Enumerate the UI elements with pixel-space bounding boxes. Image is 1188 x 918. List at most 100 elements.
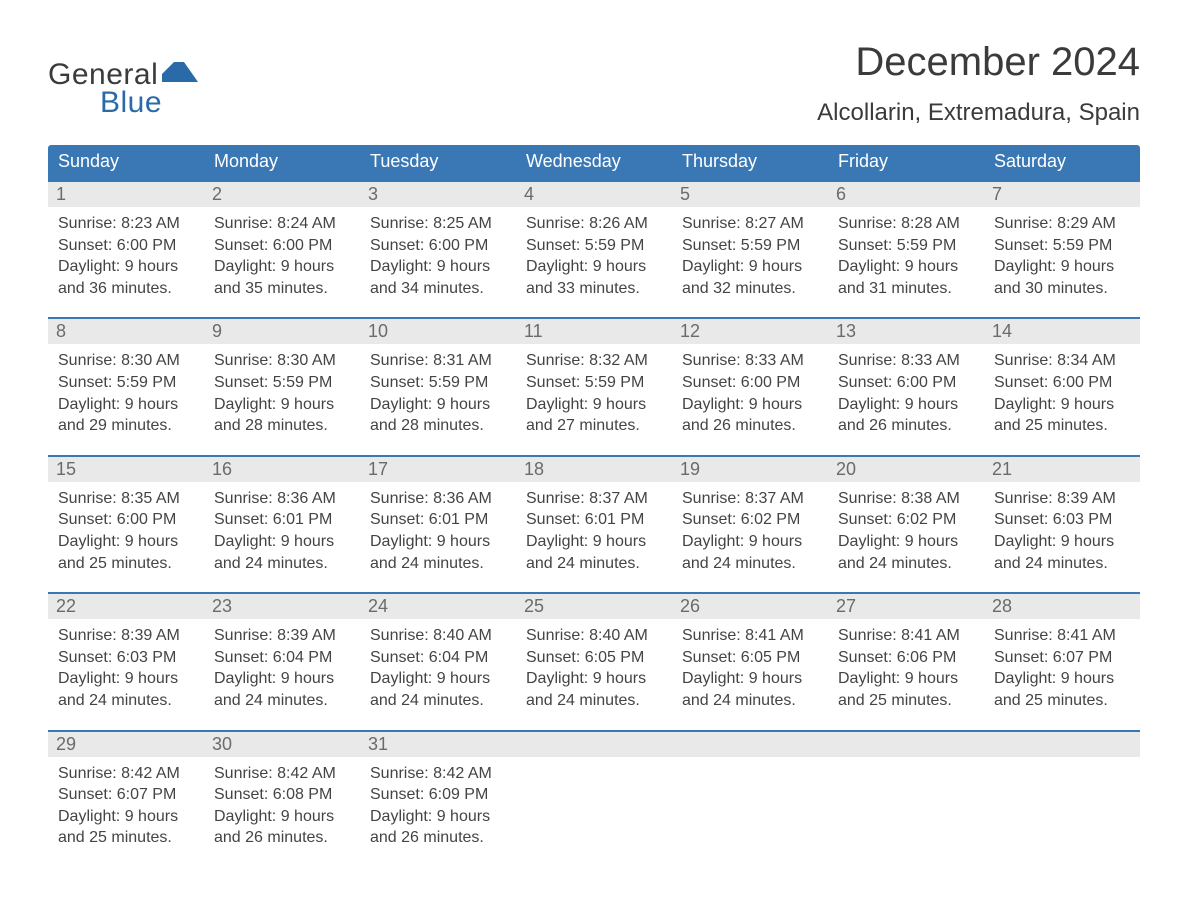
sunset-line: Sunset: 6:00 PM [370,235,508,257]
day-cell: Sunrise: 8:27 AMSunset: 5:59 PMDaylight:… [672,207,828,303]
sunrise-label: Sunrise: [370,352,429,369]
daylight-line-1: Daylight: 9 hours [58,806,196,828]
daylight-line-2: and 26 minutes. [214,827,352,849]
sunset-line: Sunset: 6:07 PM [58,784,196,806]
sunrise-label: Sunrise: [58,352,117,369]
sunrise-line: Sunrise: 8:39 AM [58,625,196,647]
sunrise-line: Sunrise: 8:42 AM [214,763,352,785]
sunrise-label: Sunrise: [682,627,741,644]
sunrise-line: Sunrise: 8:37 AM [526,488,664,510]
daylight-label: Daylight: [994,396,1056,413]
sunrise-line: Sunrise: 8:41 AM [994,625,1132,647]
daylight-value-1: 9 hours [905,396,958,413]
sunrise-value: 8:41 AM [901,627,960,644]
sunset-value: 5:59 PM [585,237,645,254]
daylight-value-1: 9 hours [1061,258,1114,275]
sunset-value: 6:02 PM [741,511,801,528]
sunrise-value: 8:42 AM [433,765,492,782]
calendar-week: 22232425262728Sunrise: 8:39 AMSunset: 6:… [48,592,1140,715]
sunset-label: Sunset: [58,237,112,254]
sunrise-line: Sunrise: 8:35 AM [58,488,196,510]
day-cell: Sunrise: 8:35 AMSunset: 6:00 PMDaylight:… [48,482,204,578]
sunset-line: Sunset: 5:59 PM [526,235,664,257]
day-number: 27 [828,594,984,619]
day-cell: Sunrise: 8:37 AMSunset: 6:01 PMDaylight:… [516,482,672,578]
day-cell: Sunrise: 8:40 AMSunset: 6:05 PMDaylight:… [516,619,672,715]
daylight-label: Daylight: [214,670,276,687]
day-number: 17 [360,457,516,482]
sunset-value: 6:00 PM [273,237,333,254]
daylight-line-1: Daylight: 9 hours [682,394,820,416]
sunrise-label: Sunrise: [370,765,429,782]
sunset-line: Sunset: 6:00 PM [994,372,1132,394]
daylight-label: Daylight: [526,396,588,413]
daylight-label: Daylight: [214,533,276,550]
sunrise-value: 8:37 AM [589,490,648,507]
daylight-label: Daylight: [370,808,432,825]
daylight-label: Daylight: [214,396,276,413]
sunrise-value: 8:25 AM [433,215,492,232]
daylight-line-2: and 24 minutes. [526,690,664,712]
sunset-label: Sunset: [838,511,892,528]
sunset-value: 6:06 PM [897,649,957,666]
daylight-line-1: Daylight: 9 hours [370,256,508,278]
sunset-value: 6:08 PM [273,786,333,803]
sunset-label: Sunset: [214,649,268,666]
daylight-line-2: and 32 minutes. [682,278,820,300]
sunset-value: 6:01 PM [429,511,489,528]
daylight-line-1: Daylight: 9 hours [370,806,508,828]
sunset-value: 5:59 PM [429,374,489,391]
daylight-label: Daylight: [682,396,744,413]
daylight-value-1: 9 hours [281,396,334,413]
daylight-line-2: and 25 minutes. [58,553,196,575]
weeks-container: 1234567Sunrise: 8:23 AMSunset: 6:00 PMDa… [48,180,1140,853]
sunset-value: 6:05 PM [741,649,801,666]
dow-cell: Saturday [984,145,1140,180]
day-cell: Sunrise: 8:33 AMSunset: 6:00 PMDaylight:… [672,344,828,440]
sunset-value: 6:04 PM [273,649,333,666]
sunrise-line: Sunrise: 8:26 AM [526,213,664,235]
daylight-label: Daylight: [682,670,744,687]
sunrise-line: Sunrise: 8:39 AM [994,488,1132,510]
daylight-line-2: and 25 minutes. [994,415,1132,437]
sunset-line: Sunset: 5:59 PM [214,372,352,394]
day-number: 26 [672,594,828,619]
calendar-week: 15161718192021Sunrise: 8:35 AMSunset: 6:… [48,455,1140,578]
daylight-line-2: and 24 minutes. [838,553,976,575]
sunset-value: 6:05 PM [585,649,645,666]
sunrise-line: Sunrise: 8:40 AM [526,625,664,647]
day-cell: Sunrise: 8:25 AMSunset: 6:00 PMDaylight:… [360,207,516,303]
day-number-row: 1234567 [48,182,1140,207]
daylight-value-1: 9 hours [125,396,178,413]
day-number: 25 [516,594,672,619]
day-number: 4 [516,182,672,207]
sunrise-value: 8:39 AM [1057,490,1116,507]
daylight-line-2: and 24 minutes. [214,553,352,575]
sunrise-label: Sunrise: [370,627,429,644]
sunrise-line: Sunrise: 8:32 AM [526,350,664,372]
daylight-line-2: and 24 minutes. [682,553,820,575]
day-cell: Sunrise: 8:41 AMSunset: 6:05 PMDaylight:… [672,619,828,715]
sunset-line: Sunset: 5:59 PM [58,372,196,394]
day-cell: Sunrise: 8:28 AMSunset: 5:59 PMDaylight:… [828,207,984,303]
sunset-line: Sunset: 6:06 PM [838,647,976,669]
daylight-value-1: 9 hours [125,258,178,275]
calendar: SundayMondayTuesdayWednesdayThursdayFrid… [48,145,1140,853]
day-cell: Sunrise: 8:23 AMSunset: 6:00 PMDaylight:… [48,207,204,303]
day-number: 21 [984,457,1140,482]
daylight-line-1: Daylight: 9 hours [526,394,664,416]
sunset-value: 6:00 PM [117,237,177,254]
sunset-line: Sunset: 6:00 PM [838,372,976,394]
daylight-label: Daylight: [682,258,744,275]
calendar-week: 1234567Sunrise: 8:23 AMSunset: 6:00 PMDa… [48,180,1140,303]
sunrise-value: 8:35 AM [121,490,180,507]
sunrise-value: 8:30 AM [121,352,180,369]
sunrise-label: Sunrise: [994,490,1053,507]
day-number: 23 [204,594,360,619]
daylight-value-1: 9 hours [749,396,802,413]
days-of-week-header: SundayMondayTuesdayWednesdayThursdayFrid… [48,145,1140,180]
sunrise-line: Sunrise: 8:38 AM [838,488,976,510]
sunset-label: Sunset: [526,511,580,528]
sunrise-label: Sunrise: [682,352,741,369]
sunset-line: Sunset: 6:03 PM [994,509,1132,531]
